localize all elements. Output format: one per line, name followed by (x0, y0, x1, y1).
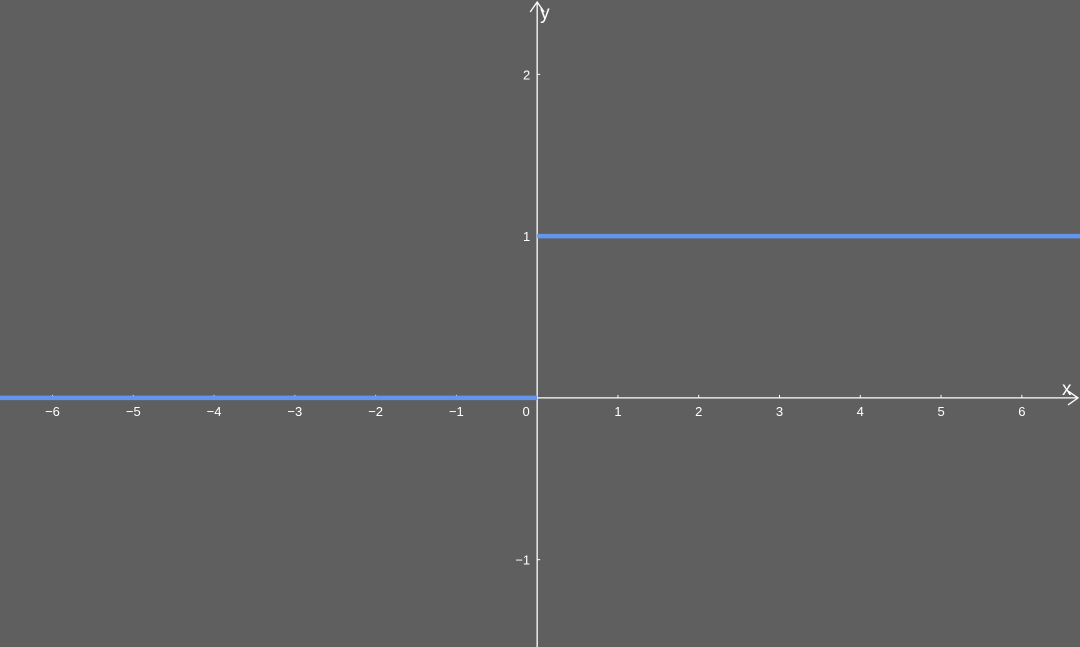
x-tick-label: −5 (126, 404, 141, 419)
x-tick-label: 3 (776, 404, 783, 419)
y-axis-label: y (540, 3, 550, 24)
y-axis-arrow (529, 0, 545, 13)
x-axis-label: x (1062, 379, 1072, 400)
x-tick-label: 2 (695, 404, 702, 419)
ticks: −6 −5 −4 −3 −2 −1 0 1 2 3 4 5 6 −1 1 2 (45, 67, 1025, 567)
x-tick-label: −6 (45, 404, 60, 419)
y-tick-label: 2 (523, 67, 530, 82)
x-tick-label: 1 (614, 404, 621, 419)
x-axis-arrow (1067, 390, 1080, 406)
x-tick-label: 6 (1018, 404, 1025, 419)
x-tick-label: 4 (857, 404, 864, 419)
x-tick-label: 0 (523, 404, 530, 419)
x-tick-label: −4 (207, 404, 222, 419)
x-tick-label: 5 (937, 404, 944, 419)
y-tick-label: 1 (523, 229, 530, 244)
x-tick-label: −3 (287, 404, 302, 419)
y-tick-label: −1 (515, 553, 530, 568)
series (0, 233, 1080, 401)
x-tick-label: −1 (449, 404, 464, 419)
x-tick-label: −2 (368, 404, 383, 419)
